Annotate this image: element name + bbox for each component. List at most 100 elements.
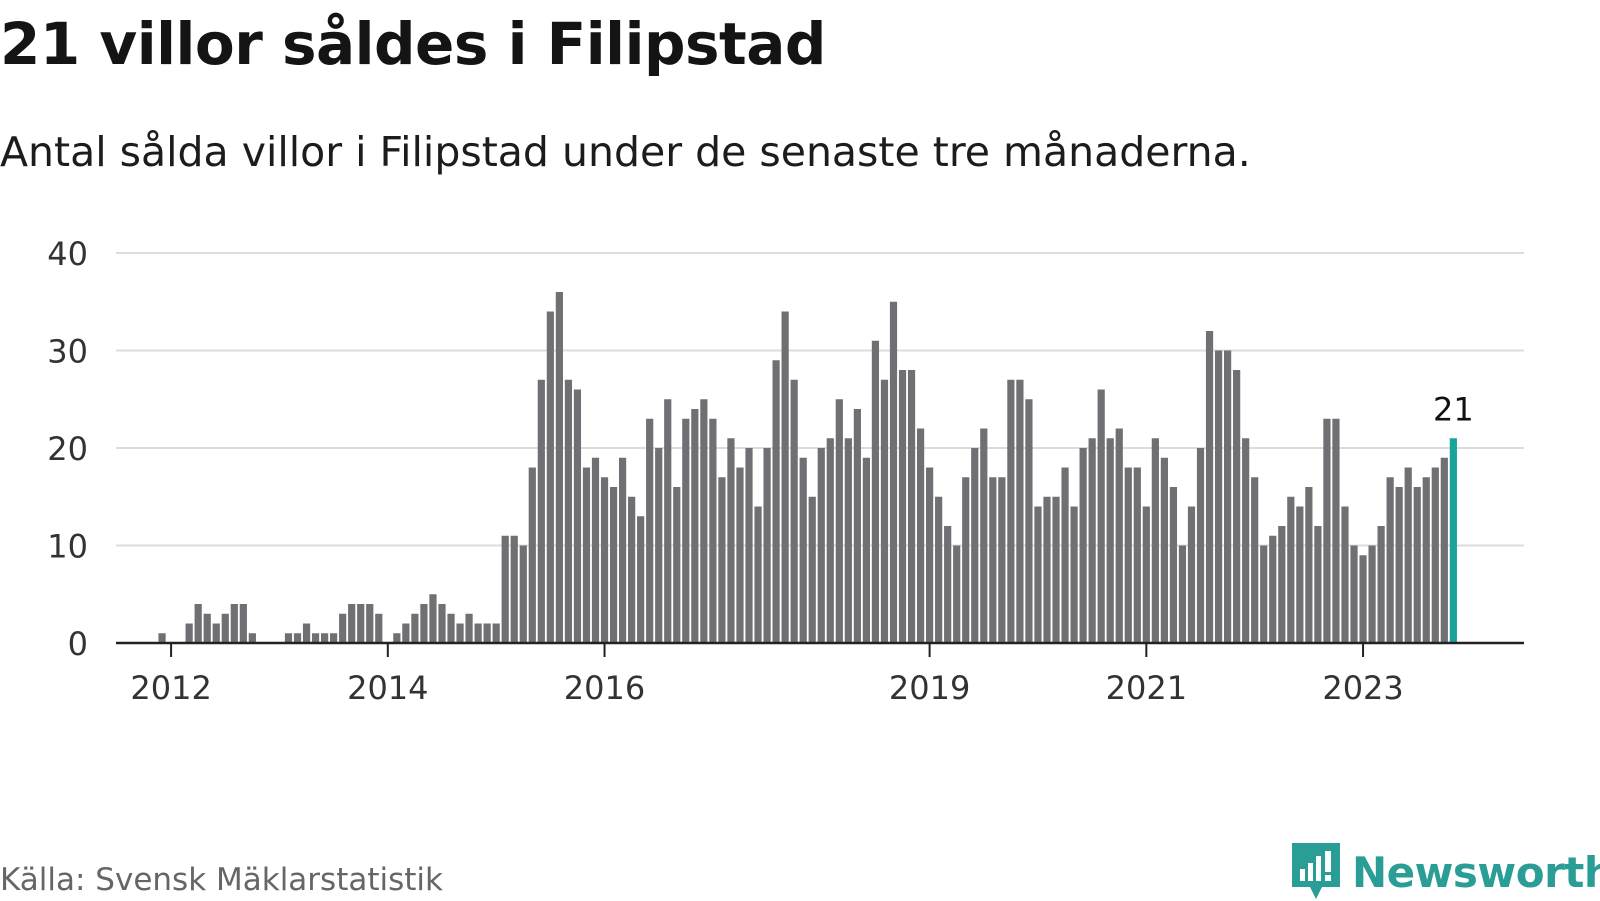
bar	[185, 623, 193, 643]
newsworthy-brand[interactable]: Newsworthy	[1292, 843, 1600, 901]
bar	[411, 613, 419, 643]
bar	[790, 379, 798, 643]
bar	[655, 448, 663, 643]
bar	[1205, 331, 1214, 643]
bar	[465, 613, 473, 643]
bar	[1368, 545, 1376, 643]
x-tick-label: 2012	[130, 669, 211, 707]
bar	[646, 418, 654, 643]
bar	[203, 613, 211, 643]
bar	[1386, 477, 1394, 643]
bar	[1269, 535, 1277, 643]
bar	[962, 477, 970, 643]
bar	[1052, 496, 1060, 643]
bar	[1332, 418, 1340, 643]
bar	[1097, 389, 1105, 643]
x-tick-label: 2014	[347, 669, 428, 707]
x-tick-label: 2021	[1106, 669, 1187, 707]
bar	[898, 370, 907, 643]
bar	[944, 526, 952, 643]
bar	[393, 633, 401, 643]
bar	[1422, 477, 1430, 643]
bar	[1070, 506, 1078, 643]
bar	[348, 604, 356, 643]
bar	[926, 467, 934, 643]
bar	[1377, 526, 1385, 643]
bar	[239, 604, 247, 643]
bar	[564, 379, 573, 643]
bar	[1106, 438, 1114, 643]
bar	[1296, 506, 1304, 643]
bar	[1314, 526, 1322, 643]
bar	[781, 311, 789, 643]
bar	[1187, 506, 1196, 643]
bar	[1350, 545, 1358, 643]
bar	[492, 623, 500, 643]
bar	[853, 409, 861, 643]
bar	[754, 506, 762, 643]
bar	[709, 418, 717, 643]
bar	[447, 613, 455, 643]
bar	[230, 604, 238, 643]
bar	[1305, 487, 1313, 643]
y-tick-label: 30	[47, 333, 88, 371]
bar	[221, 613, 229, 643]
bar	[718, 477, 726, 643]
value-annotation: 21	[1433, 390, 1474, 428]
bar	[971, 448, 979, 643]
x-tick-label: 2019	[889, 669, 970, 707]
y-tick-label: 0	[68, 625, 88, 663]
bar	[591, 457, 600, 643]
bar	[1160, 457, 1168, 643]
bar	[528, 467, 536, 643]
bar	[736, 467, 744, 643]
bar	[1025, 399, 1033, 643]
bar	[330, 633, 338, 643]
bar	[339, 613, 347, 643]
bar	[817, 448, 825, 643]
bar	[519, 545, 527, 643]
bar	[1088, 438, 1096, 643]
bar	[1133, 467, 1141, 643]
bar	[1323, 418, 1331, 643]
bar	[537, 379, 545, 643]
y-tick-label: 40	[47, 235, 88, 273]
bar	[980, 428, 988, 643]
bar	[609, 487, 618, 643]
bar	[1341, 506, 1349, 643]
x-tick-label: 2016	[564, 669, 645, 707]
bar	[826, 438, 834, 643]
bar	[194, 604, 202, 643]
bar	[1169, 487, 1178, 643]
bar	[880, 379, 889, 643]
bar	[582, 467, 591, 643]
bar	[483, 623, 491, 643]
bar	[302, 623, 311, 643]
bar	[555, 292, 563, 643]
bar	[158, 633, 166, 643]
source-label: Källa: Svensk Mäklarstatistik	[0, 862, 443, 898]
brand-name: Newsworthy	[1352, 847, 1600, 897]
bar	[1196, 448, 1205, 643]
bar	[835, 399, 843, 643]
bar	[248, 633, 256, 643]
bar	[321, 633, 329, 643]
bar	[474, 623, 482, 643]
bar	[1251, 477, 1259, 643]
bar	[1007, 379, 1015, 643]
bar	[1214, 350, 1223, 643]
bar	[438, 604, 446, 643]
bar	[1034, 506, 1042, 643]
bar	[889, 301, 898, 643]
bar	[1115, 428, 1123, 643]
bar	[1395, 487, 1403, 643]
bar	[1043, 496, 1051, 643]
bar	[284, 633, 293, 643]
bar	[1278, 526, 1286, 643]
bar	[1413, 487, 1421, 643]
bar	[546, 311, 554, 643]
bar	[1233, 370, 1241, 643]
bar	[673, 487, 681, 643]
y-tick-label: 10	[47, 528, 88, 566]
bar	[1260, 545, 1268, 643]
